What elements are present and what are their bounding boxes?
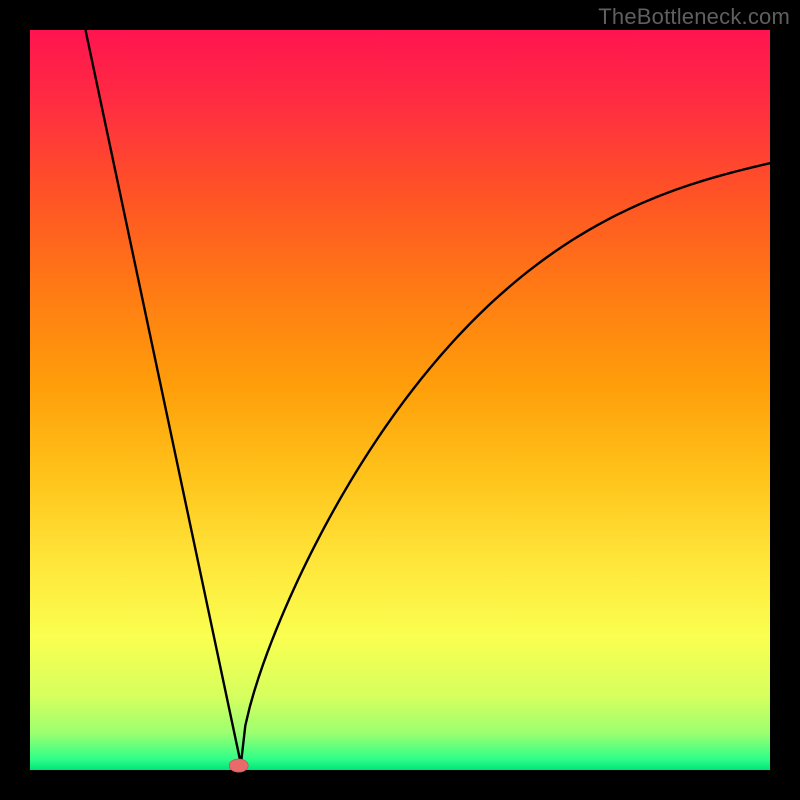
bottleneck-curve-chart — [0, 0, 800, 800]
optimum-marker — [229, 759, 248, 772]
plot-background — [30, 30, 770, 770]
watermark-text: TheBottleneck.com — [598, 4, 790, 30]
chart-container: TheBottleneck.com — [0, 0, 800, 800]
